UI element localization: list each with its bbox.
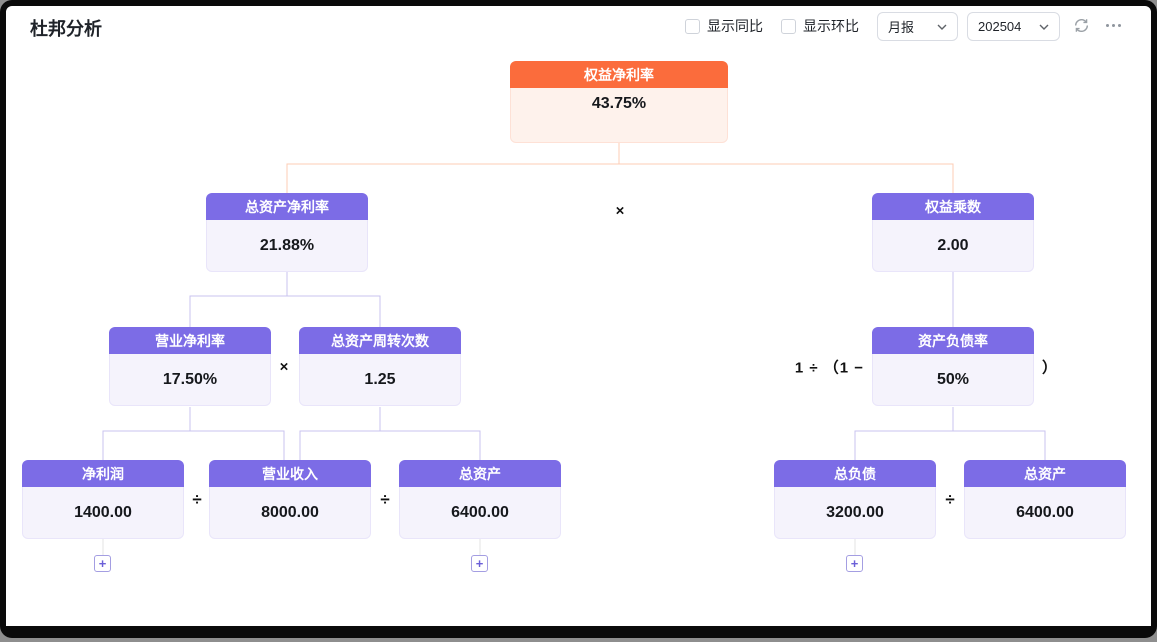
node-revenue-label: 营业收入 bbox=[209, 460, 371, 487]
refresh-button[interactable] bbox=[1073, 17, 1090, 34]
show-mom-checkbox[interactable]: 显示环比 bbox=[781, 13, 859, 39]
ellipsis-icon bbox=[1112, 24, 1115, 27]
node-total-assets-left-label: 总资产 bbox=[399, 460, 561, 487]
node-equity-multiplier-value: 2.00 bbox=[872, 220, 1034, 272]
node-revenue-value: 8000.00 bbox=[209, 487, 371, 539]
node-roa-label: 总资产净利率 bbox=[206, 193, 368, 220]
node-net-profit-margin-value: 17.50% bbox=[109, 354, 271, 406]
plus-icon: + bbox=[850, 556, 859, 571]
node-roa[interactable]: 总资产净利率 21.88% bbox=[206, 193, 368, 272]
equity-formula-suffix: ） bbox=[1042, 359, 1058, 377]
equity-formula-prefix: 1 ÷ （1 − bbox=[794, 359, 864, 377]
checkbox-icon[interactable] bbox=[685, 18, 700, 34]
node-roe-label: 权益净利率 bbox=[510, 61, 728, 88]
node-total-liabilities-value: 3200.00 bbox=[774, 487, 936, 539]
node-debt-ratio-value: 50% bbox=[872, 354, 1034, 406]
divide-operator: ÷ bbox=[192, 490, 202, 509]
period-value: 202504 bbox=[978, 19, 1022, 34]
report-type-select[interactable]: 月报 bbox=[877, 12, 958, 41]
node-net-profit-label: 净利润 bbox=[22, 460, 184, 487]
divide-operator: ÷ bbox=[380, 490, 390, 509]
node-roa-value: 21.88% bbox=[206, 220, 368, 272]
period-select[interactable]: 202504 bbox=[967, 12, 1060, 41]
show-yoy-label: 显示同比 bbox=[707, 18, 763, 34]
node-total-assets-right[interactable]: 总资产 6400.00 bbox=[964, 460, 1126, 539]
node-roe[interactable]: 权益净利率 43.75% bbox=[510, 61, 728, 143]
node-total-liabilities-label: 总负债 bbox=[774, 460, 936, 487]
node-equity-multiplier[interactable]: 权益乘数 2.00 bbox=[872, 193, 1034, 272]
root-connector bbox=[286, 143, 954, 193]
ellipsis-icon bbox=[1118, 24, 1121, 27]
expand-connector bbox=[102, 539, 856, 555]
ellipsis-icon bbox=[1106, 24, 1109, 27]
node-total-assets-left[interactable]: 总资产 6400.00 bbox=[399, 460, 561, 539]
node-net-profit-value: 1400.00 bbox=[22, 487, 184, 539]
chevron-down-icon bbox=[1039, 24, 1049, 30]
expand-net-profit-button[interactable]: + bbox=[94, 555, 111, 572]
expand-total-liabilities-button[interactable]: + bbox=[846, 555, 863, 572]
node-asset-turnover[interactable]: 总资产周转次数 1.25 bbox=[299, 327, 461, 406]
multiply-operator: × bbox=[279, 358, 289, 376]
show-mom-label: 显示环比 bbox=[803, 18, 859, 34]
node-net-profit[interactable]: 净利润 1400.00 bbox=[22, 460, 184, 539]
node-net-profit-margin[interactable]: 营业净利率 17.50% bbox=[109, 327, 271, 406]
node-total-assets-left-value: 6400.00 bbox=[399, 487, 561, 539]
plus-icon: + bbox=[98, 556, 107, 571]
plus-icon: + bbox=[475, 556, 484, 571]
node-total-assets-right-label: 总资产 bbox=[964, 460, 1126, 487]
node-net-profit-margin-label: 营业净利率 bbox=[109, 327, 271, 354]
chevron-down-icon bbox=[937, 24, 947, 30]
node-debt-ratio[interactable]: 资产负债率 50% bbox=[872, 327, 1034, 406]
multiply-operator: × bbox=[615, 202, 625, 220]
page-title: 杜邦分析 bbox=[30, 19, 102, 39]
node-revenue[interactable]: 营业收入 8000.00 bbox=[209, 460, 371, 539]
node-total-assets-right-value: 6400.00 bbox=[964, 487, 1126, 539]
divide-operator: ÷ bbox=[945, 490, 955, 509]
node-total-liabilities[interactable]: 总负债 3200.00 bbox=[774, 460, 936, 539]
report-type-value: 月报 bbox=[888, 20, 915, 35]
node-asset-turnover-value: 1.25 bbox=[299, 354, 461, 406]
show-yoy-checkbox[interactable]: 显示同比 bbox=[685, 13, 763, 39]
node-equity-multiplier-label: 权益乘数 bbox=[872, 193, 1034, 220]
node-roe-value: 43.75% bbox=[510, 88, 728, 143]
refresh-icon bbox=[1074, 18, 1089, 33]
more-actions-button[interactable] bbox=[1106, 24, 1121, 27]
checkbox-icon[interactable] bbox=[781, 18, 796, 34]
node-debt-ratio-label: 资产负债率 bbox=[872, 327, 1034, 354]
expand-total-assets-button[interactable]: + bbox=[471, 555, 488, 572]
node-asset-turnover-label: 总资产周转次数 bbox=[299, 327, 461, 354]
